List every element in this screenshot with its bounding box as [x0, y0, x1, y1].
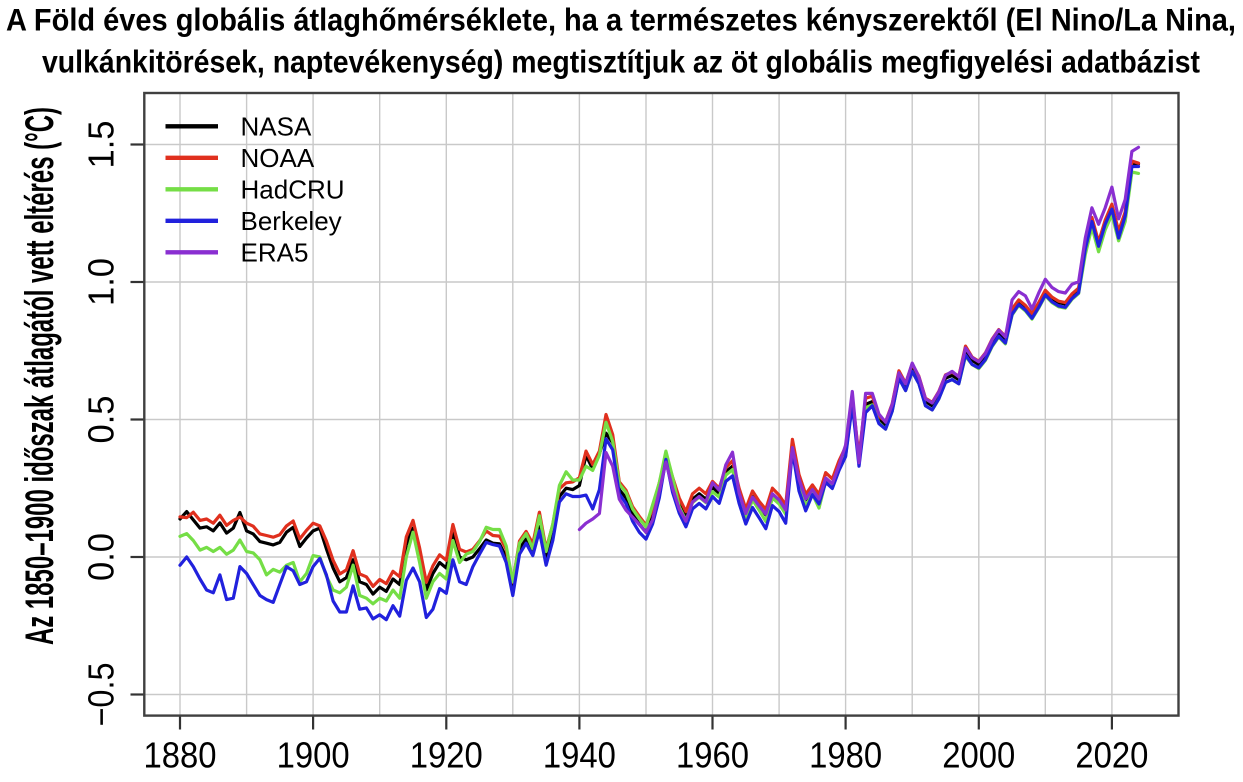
svg-text:1920: 1920	[410, 735, 483, 776]
svg-text:NOAA: NOAA	[241, 143, 315, 173]
svg-text:1900: 1900	[277, 735, 350, 776]
svg-text:2000: 2000	[942, 735, 1015, 776]
svg-text:Az 1850–1900 időszak átlagától: Az 1850–1900 időszak átlagától vett elté…	[18, 107, 62, 645]
svg-text:0.0: 0.0	[81, 533, 122, 581]
svg-text:vulkánkitörések, naptevékenysé: vulkánkitörések, naptevékenység) megtisz…	[42, 43, 1200, 79]
svg-text:1960: 1960	[676, 735, 749, 776]
svg-text:NASA: NASA	[241, 112, 312, 142]
svg-text:1880: 1880	[144, 735, 217, 776]
svg-text:ERA5: ERA5	[241, 238, 309, 268]
svg-text:Berkeley: Berkeley	[241, 206, 342, 236]
svg-text:1.5: 1.5	[81, 121, 122, 169]
svg-text:1.0: 1.0	[81, 258, 122, 306]
svg-text:HadCRU: HadCRU	[241, 175, 345, 205]
svg-text:1940: 1940	[543, 735, 616, 776]
svg-text:A Föld éves globális átlaghőmé: A Föld éves globális átlaghőmérséklete, …	[6, 2, 1236, 38]
svg-text:2020: 2020	[1075, 735, 1148, 776]
svg-text:0.5: 0.5	[81, 396, 122, 444]
svg-text:−0.5: −0.5	[81, 663, 122, 727]
svg-text:1980: 1980	[809, 735, 882, 776]
